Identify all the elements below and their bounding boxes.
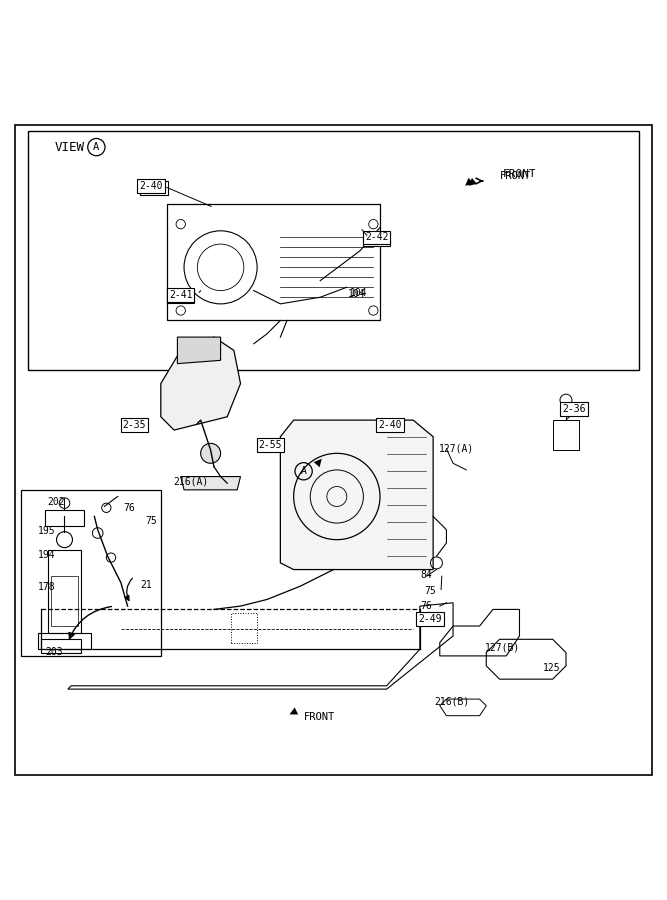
Text: 2-42: 2-42 <box>365 234 388 244</box>
Text: 202: 202 <box>47 497 65 507</box>
Text: FRONT: FRONT <box>303 712 335 722</box>
Text: 2-40: 2-40 <box>378 419 402 430</box>
Text: 2-41: 2-41 <box>169 290 193 300</box>
Polygon shape <box>181 477 241 490</box>
Text: 2-36: 2-36 <box>562 404 586 414</box>
Text: 195: 195 <box>38 526 55 536</box>
Text: 104: 104 <box>350 288 368 298</box>
Text: 76: 76 <box>421 601 432 611</box>
Text: 21: 21 <box>140 580 152 590</box>
Text: 2-40: 2-40 <box>139 181 163 192</box>
Text: FRONT: FRONT <box>500 171 531 181</box>
Text: 178: 178 <box>38 582 55 592</box>
Text: 2-40: 2-40 <box>143 183 166 193</box>
Text: 84: 84 <box>421 570 432 580</box>
Text: 76: 76 <box>123 503 135 513</box>
Text: 194: 194 <box>38 550 55 560</box>
Text: 125: 125 <box>542 663 560 673</box>
Text: 127(A): 127(A) <box>439 444 474 454</box>
Text: 104: 104 <box>348 289 366 299</box>
Text: 75: 75 <box>424 587 436 597</box>
Text: FRONT: FRONT <box>503 168 537 179</box>
Text: 2-41: 2-41 <box>169 291 193 301</box>
Circle shape <box>201 444 221 464</box>
Text: 2-35: 2-35 <box>123 419 146 430</box>
Text: 2-42: 2-42 <box>365 232 388 242</box>
Polygon shape <box>161 338 241 430</box>
Text: 75: 75 <box>145 516 157 526</box>
Polygon shape <box>280 420 433 570</box>
Text: 216(A): 216(A) <box>173 476 208 486</box>
Text: 2-55: 2-55 <box>259 440 282 450</box>
Text: A: A <box>301 466 307 476</box>
Text: 127(B): 127(B) <box>486 643 520 652</box>
Text: 203: 203 <box>46 647 63 657</box>
Text: A: A <box>93 142 99 152</box>
Text: VIEW: VIEW <box>55 141 85 154</box>
Text: 2-49: 2-49 <box>418 615 442 625</box>
Polygon shape <box>177 338 221 364</box>
Text: 216(B): 216(B) <box>434 696 470 706</box>
